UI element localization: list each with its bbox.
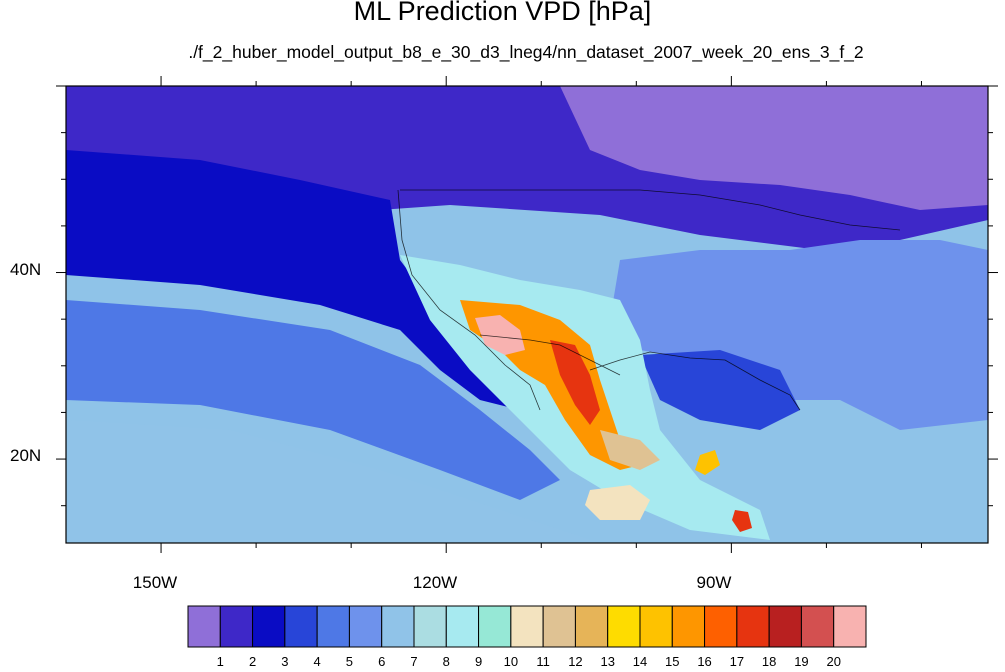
colorbar-level-label: 6 bbox=[378, 654, 385, 669]
region-eastern-us bbox=[610, 240, 988, 430]
coastlines bbox=[397, 189, 901, 411]
colorbar-level-label: 15 bbox=[665, 654, 679, 669]
colorbar-level-label: 7 bbox=[410, 654, 417, 669]
region-sierra-madre-occidental bbox=[550, 340, 600, 425]
region-central-pacific bbox=[66, 300, 560, 500]
colorbar-swatch bbox=[413, 605, 447, 648]
colorbar-level-label: 12 bbox=[568, 654, 582, 669]
colorbar-swatch bbox=[316, 605, 350, 648]
map-title: ML Prediction VPD [hPa] bbox=[353, 0, 652, 26]
region-central-america-hotspot bbox=[732, 510, 752, 532]
colorbar-level-label: 11 bbox=[536, 654, 550, 669]
region-offshore-band bbox=[66, 150, 520, 410]
lon-label-90w: 90W bbox=[697, 573, 732, 592]
colorbar-swatch bbox=[219, 605, 254, 648]
colorbar-level-label: 1 bbox=[217, 654, 224, 669]
us-west-coast-line bbox=[397, 189, 541, 411]
colorbar-swatch bbox=[607, 605, 641, 648]
region-tropical-pacific bbox=[66, 420, 600, 543]
colorbar-swatch bbox=[348, 605, 383, 648]
colorbar-swatch bbox=[478, 605, 512, 648]
region-caribbean-dry-spot bbox=[695, 450, 720, 475]
colorbar-swatch bbox=[833, 605, 867, 648]
colorbar-swatch bbox=[736, 605, 770, 648]
colorbar-swatch bbox=[187, 605, 221, 648]
colorbar-swatch bbox=[510, 605, 544, 648]
colorbar-swatch bbox=[768, 605, 802, 648]
colorbar-level-label: 5 bbox=[346, 654, 353, 669]
lat-label-40n: 40N bbox=[10, 260, 41, 279]
lat-label-20n: 20N bbox=[10, 446, 41, 465]
lon-label-150w: 150W bbox=[133, 573, 177, 592]
colorbar-level-label: 20 bbox=[826, 654, 840, 669]
colorbar-swatch bbox=[671, 605, 706, 648]
colorbar-swatch bbox=[445, 605, 480, 648]
colorbar-level-label: 4 bbox=[314, 654, 321, 669]
colorbar-level-label: 3 bbox=[281, 654, 288, 669]
colorbar-swatch bbox=[381, 605, 415, 648]
colorbar-level-label: 19 bbox=[794, 654, 808, 669]
colorbar-swatch bbox=[284, 605, 318, 648]
map-field bbox=[66, 86, 988, 543]
colorbar: 1 2 3 4 5 6 7 8 9 10 11 12 13 14 15 16 17 18 19 20 bbox=[187, 605, 867, 669]
lon-label-120w: 120W bbox=[413, 573, 457, 592]
region-gulf-coast bbox=[640, 350, 800, 430]
region-east-pacific-dry-patch bbox=[585, 485, 650, 520]
colorbar-level-label: 18 bbox=[762, 654, 776, 669]
colorbar-swatch bbox=[574, 605, 609, 648]
us-canada-border-line bbox=[400, 189, 901, 231]
region-mexican-plateau bbox=[600, 430, 660, 470]
colorbar-level-label: 16 bbox=[697, 654, 711, 669]
colorbar-level-label: 8 bbox=[443, 654, 450, 669]
map-subtitle: ./f_2_huber_model_output_b8_e_30_d3_lneg… bbox=[188, 42, 864, 62]
colorbar-swatch bbox=[542, 605, 576, 648]
gulf-coast-line bbox=[589, 351, 801, 411]
colorbar-swatch bbox=[639, 605, 673, 648]
colorbar-level-label: 9 bbox=[475, 654, 482, 669]
axis-ticks bbox=[56, 76, 998, 553]
colorbar-level-label: 14 bbox=[633, 654, 647, 669]
colorbar-level-label: 17 bbox=[730, 654, 744, 669]
us-mexico-border-line bbox=[479, 334, 621, 376]
region-central-valley-max bbox=[475, 315, 525, 355]
colorbar-level-label: 10 bbox=[504, 654, 518, 669]
colorbar-swatch bbox=[252, 605, 286, 648]
plot-frame bbox=[65, 85, 989, 544]
colorbar-swatch bbox=[800, 605, 835, 648]
colorbar-level-label: 13 bbox=[600, 654, 614, 669]
colorbar-swatch bbox=[704, 605, 738, 648]
region-canada-north bbox=[560, 86, 988, 210]
colorbar-level-label: 2 bbox=[249, 654, 256, 669]
